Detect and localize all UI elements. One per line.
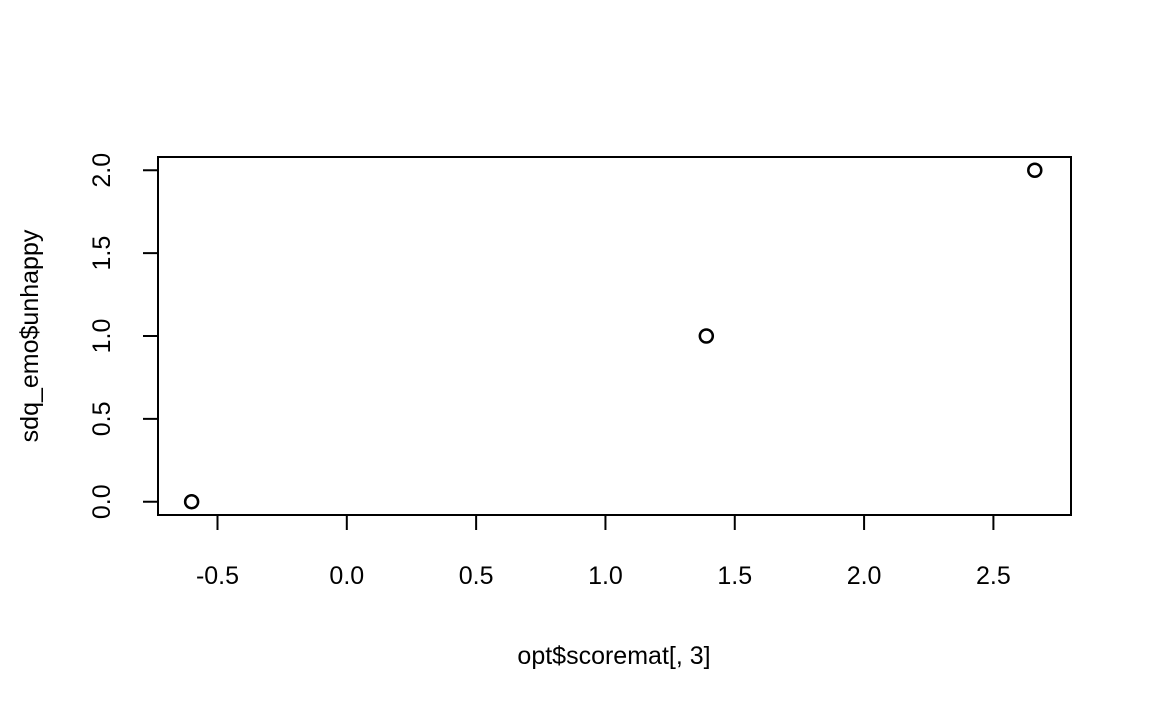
y-tick-label: 2.0: [88, 153, 116, 188]
plot-frame: [157, 156, 1072, 516]
x-tick-label: 2.5: [976, 562, 1011, 590]
y-tick-label: 0.5: [88, 401, 116, 436]
data-points: [183, 162, 1043, 510]
x-tick-label: 0.5: [459, 562, 494, 590]
y-axis-label: sdq_emo$unhappy: [16, 229, 44, 442]
x-tick-label: 2.0: [847, 562, 882, 590]
y-tick-label: 1.0: [88, 319, 116, 354]
y-tick-label: 1.5: [88, 236, 116, 271]
x-axis-label: opt$scoremat[, 3]: [517, 642, 710, 670]
y-axis: 0.0 0.5 1.0 1.5 2.0: [88, 153, 159, 519]
data-point: [183, 493, 200, 510]
x-tick-label: 0.0: [329, 562, 364, 590]
x-tick-label: 1.0: [588, 562, 623, 590]
data-point: [1027, 162, 1043, 179]
y-tick-label: 0.0: [88, 484, 116, 519]
x-tick-label: -0.5: [196, 562, 239, 590]
x-tick-label: 1.5: [717, 562, 752, 590]
data-point: [698, 328, 715, 344]
x-axis: -0.5 0.0 0.5 1.0 1.5 2.0 2.5: [196, 514, 1011, 590]
